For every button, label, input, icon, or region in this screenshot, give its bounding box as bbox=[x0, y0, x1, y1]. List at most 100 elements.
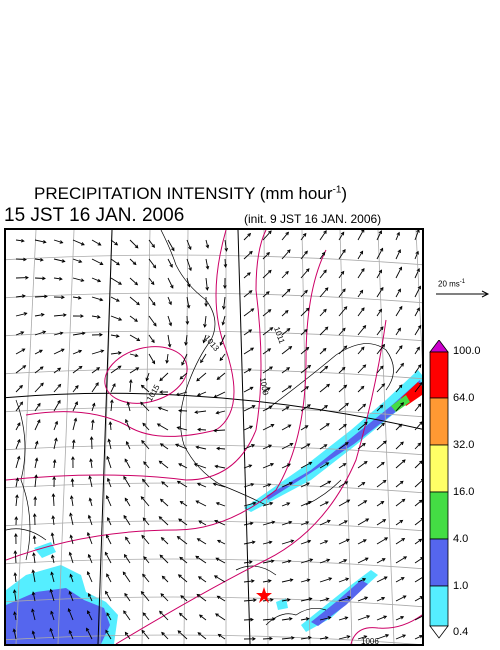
wind-vector-head bbox=[250, 482, 255, 487]
wind-vector bbox=[34, 331, 46, 336]
wind-vector bbox=[262, 580, 271, 583]
wind-vector bbox=[395, 441, 404, 450]
wind-vector-head bbox=[379, 365, 384, 370]
wind-vector bbox=[262, 444, 272, 450]
wind-vector bbox=[262, 560, 274, 564]
wind-vector bbox=[300, 636, 311, 640]
wind-vector-head bbox=[285, 270, 289, 275]
wind-vector bbox=[88, 554, 93, 564]
wind-vector-head bbox=[161, 575, 166, 580]
wind-vector-head bbox=[417, 403, 422, 408]
wind-vector-head bbox=[88, 497, 93, 502]
isobars bbox=[6, 230, 422, 644]
wind-vector-head bbox=[14, 533, 18, 537]
wind-vector-head bbox=[59, 331, 64, 336]
wind-vector bbox=[376, 537, 388, 545]
wind-vector bbox=[376, 309, 382, 317]
wind-vector bbox=[357, 482, 365, 488]
wind-vector bbox=[243, 368, 252, 374]
wind-vector bbox=[72, 296, 81, 299]
title-suffix: ) bbox=[341, 184, 348, 203]
wind-vector bbox=[395, 402, 404, 412]
wind-vector bbox=[106, 495, 112, 507]
wind-vector bbox=[15, 312, 27, 317]
wind-vector-head bbox=[267, 309, 272, 313]
wind-vector-head bbox=[305, 386, 309, 390]
wind-vector bbox=[142, 517, 150, 526]
wind-vector bbox=[141, 440, 150, 450]
wind-vector-head bbox=[75, 384, 79, 389]
wind-vector-head bbox=[186, 283, 191, 288]
wind-vector-head bbox=[16, 455, 21, 460]
wind-vector-head bbox=[151, 360, 156, 365]
wind-vector-head bbox=[196, 538, 201, 542]
wind-vector bbox=[338, 559, 347, 564]
wind-vector bbox=[395, 345, 403, 355]
wind-vector bbox=[414, 635, 422, 640]
wind-vector-head bbox=[381, 597, 386, 601]
wind-vector-head bbox=[378, 308, 383, 313]
wind-vector bbox=[186, 315, 188, 325]
wind-vector bbox=[129, 334, 140, 341]
wind-vector bbox=[414, 499, 422, 507]
wind-vector bbox=[91, 239, 101, 246]
wind-vector bbox=[281, 443, 293, 450]
wind-vector bbox=[87, 571, 93, 583]
wind-vector bbox=[222, 315, 226, 325]
wind-vector bbox=[161, 537, 169, 545]
wind-vector-head bbox=[343, 345, 348, 350]
wind-vector-head bbox=[327, 616, 332, 620]
wind-vector bbox=[162, 575, 169, 583]
wind-vector-head bbox=[399, 519, 404, 524]
wind-vector-head bbox=[32, 535, 37, 539]
wind-vector bbox=[243, 444, 255, 450]
wind-vector bbox=[15, 258, 27, 261]
wind-vector-head bbox=[129, 379, 133, 383]
wind-vector bbox=[376, 501, 384, 507]
wind-vector-head bbox=[213, 394, 218, 398]
wind-vector-head bbox=[122, 571, 127, 576]
wind-vector bbox=[357, 578, 366, 583]
wind-vector-head bbox=[54, 437, 58, 442]
wind-vector bbox=[338, 520, 348, 526]
wind-vector bbox=[300, 443, 310, 450]
wind-vector bbox=[32, 592, 36, 602]
wind-vector-head bbox=[305, 268, 310, 273]
wind-vector bbox=[300, 598, 312, 602]
wind-vector bbox=[243, 272, 251, 279]
wind-vector bbox=[110, 239, 118, 246]
wind-vector bbox=[33, 553, 36, 564]
wind-vector-head bbox=[213, 575, 218, 579]
wind-vector-head bbox=[51, 493, 56, 497]
wind-vector bbox=[89, 476, 93, 488]
wind-vector bbox=[179, 372, 188, 380]
wind-vector-head bbox=[359, 289, 364, 294]
wind-vector-head bbox=[250, 617, 254, 622]
wind-vector bbox=[262, 483, 271, 488]
wind-vector-head bbox=[381, 422, 385, 427]
wind-vector-head bbox=[362, 364, 367, 369]
wind-vector-head bbox=[20, 331, 25, 335]
wind-vector bbox=[319, 230, 327, 241]
wind-vector bbox=[196, 372, 207, 382]
wind-vector-head bbox=[204, 303, 208, 307]
wind-vector bbox=[357, 518, 369, 526]
wind-vector-head bbox=[221, 321, 226, 326]
wind-vector bbox=[194, 463, 207, 469]
wind-vector-head bbox=[168, 322, 173, 327]
wind-vector-head bbox=[286, 502, 291, 506]
colorbar bbox=[429, 340, 449, 639]
wind-vector bbox=[262, 405, 273, 412]
wind-vector-head bbox=[205, 244, 210, 249]
wind-vector bbox=[146, 372, 150, 381]
wind-vector bbox=[148, 239, 155, 248]
wind-vector bbox=[129, 353, 138, 357]
wind-vector-head bbox=[126, 401, 131, 406]
wind-vector-head bbox=[134, 281, 139, 286]
wind-vector-head bbox=[31, 608, 35, 613]
wind-vector bbox=[129, 296, 140, 306]
wind-vector-head bbox=[419, 634, 422, 639]
wind-vector bbox=[179, 612, 188, 621]
wind-vector bbox=[126, 441, 131, 450]
wind-vector-head bbox=[302, 232, 307, 237]
